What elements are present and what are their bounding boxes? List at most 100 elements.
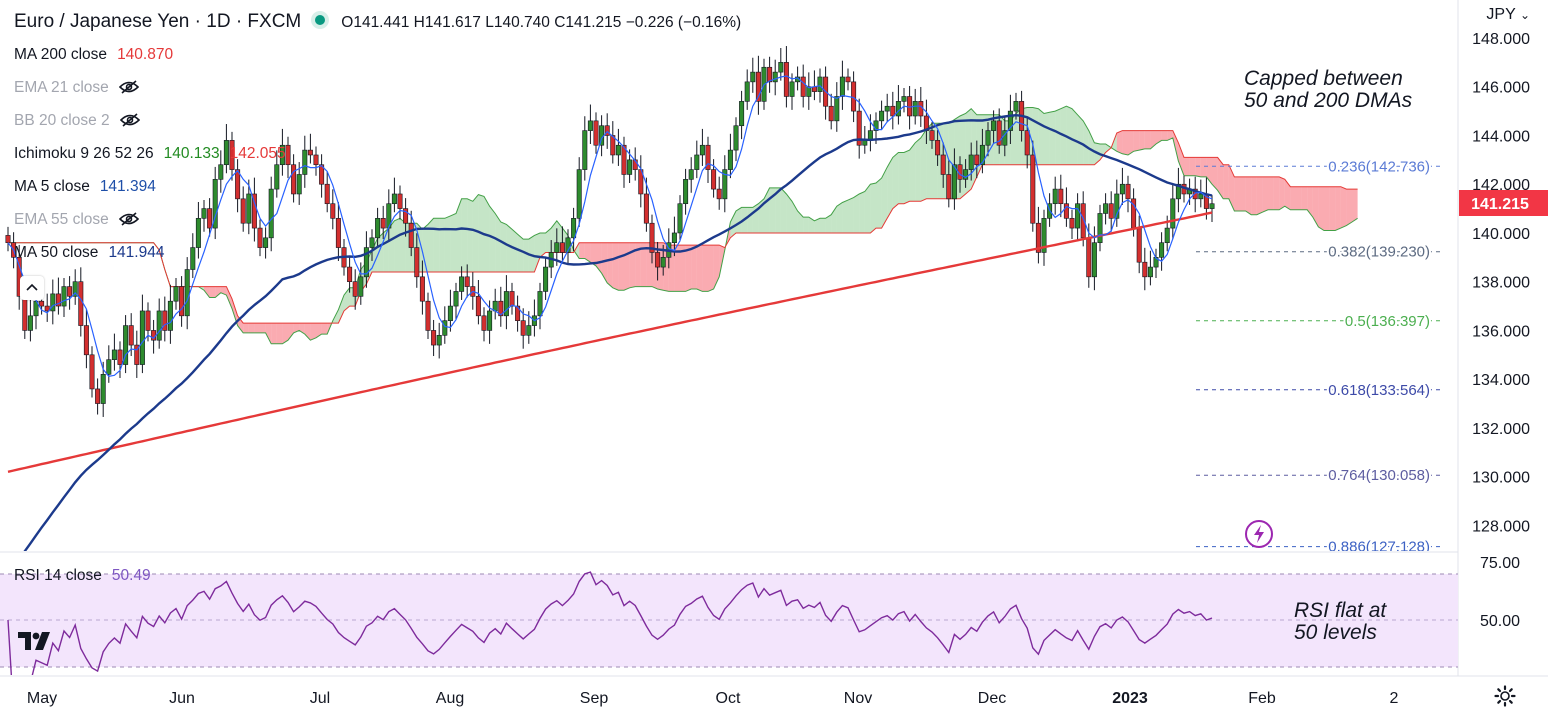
cloud-segment [1212,157,1218,191]
candle [375,207,381,247]
cloud-segment [461,198,468,272]
time-tick-label: Jul [310,690,330,707]
price-axis[interactable]: 128.000 130.000 132.000 134.000 136.000 138.0… [1472,31,1530,535]
lightning-icon[interactable] [1244,519,1274,549]
eye-hidden-icon[interactable] [118,80,139,94]
legend-ma5[interactable]: MA 5 close 141.394 [14,178,156,196]
candle [565,229,571,264]
legend-ma50[interactable]: MA 50 close 141.944 [14,244,164,262]
candle [95,378,101,415]
cloud-segment [870,183,876,233]
candle [100,361,106,417]
cloud-segment [607,242,613,288]
candle [223,124,229,174]
legend-ema55[interactable]: EMA 55 close [14,211,139,229]
candle [1108,191,1114,232]
cloud-segment [713,245,720,290]
cloud-segment [512,229,518,272]
annotation-line: Capped between [1244,67,1403,90]
legend-ma200[interactable]: MA 200 close 140.870 [14,46,173,64]
currency-selector[interactable]: JPY ⌄ [1486,6,1530,24]
legend-ichimoku[interactable]: Ichimoku 9 26 52 26 140.133 142.055 [14,145,286,163]
candle [83,309,89,369]
cloud-segment [260,323,266,333]
tradingview-logo-icon[interactable] [18,630,52,652]
candle [1075,193,1081,242]
chevron-down-icon: ⌄ [1519,8,1530,22]
cloud-segment [545,228,552,253]
time-tick-label: Feb [1248,690,1276,707]
fibonacci-retracement[interactable]: 0.236(142.736) 0.382(139.230) 0.5(136.397)… [1196,156,1440,555]
candle [767,56,773,93]
cloud-segment [1144,130,1151,149]
candle [699,128,705,166]
candle [123,315,129,374]
candle [1041,209,1047,266]
candle [621,136,627,188]
candle [201,200,207,232]
candle [464,264,470,298]
high-value: H141.617 [413,14,481,31]
cloud-segment [780,187,787,233]
candle [974,140,980,179]
time-tick-label: 2023 [1112,690,1148,707]
candle [1170,184,1176,240]
candle [1209,195,1215,222]
cloud-segment [1161,130,1168,141]
candle [1159,232,1165,271]
gear-icon[interactable] [1494,685,1516,707]
legend-bb20[interactable]: BB 20 close 2 [14,112,140,130]
candle [173,278,179,310]
cloud-segment [674,245,680,292]
fib-level-label: 0.618(133.564) [1328,382,1430,399]
legend-ema21[interactable]: EMA 21 close [14,79,139,97]
cloud-segment [495,213,501,272]
legend-label: RSI 14 close [14,567,102,584]
cloud-segment [456,198,462,272]
cloud-segment [528,235,535,272]
candle [851,71,857,123]
cloud-segment [881,167,888,229]
ohlc-values: O141.441 H141.617 L140.740 C141.215 −0.2… [341,14,741,31]
rsi-pane[interactable] [0,571,1458,712]
symbol-title[interactable]: Euro / Japanese Yen · 1D · FXCM [14,11,302,32]
legend-rsi[interactable]: RSI 14 close 50.49 [14,567,151,585]
candle [991,110,997,145]
candle [307,133,313,164]
candle [828,93,834,130]
rsi-tick-label: 50.00 [1480,613,1520,630]
candlestick-series [5,46,1215,417]
candle [246,179,252,235]
cloud-segment [293,323,300,333]
annotation-rsi[interactable]: RSI flat at 50 levels [1294,600,1386,644]
price-tick-label: 142.000 [1472,177,1530,194]
candle [559,226,565,261]
eye-hidden-icon[interactable] [118,212,139,226]
time-tick-label: 2 [1390,690,1399,707]
cloud-segment [876,178,882,229]
eye-hidden-icon[interactable] [119,113,140,127]
candle [212,166,218,240]
legend-label: EMA 21 close [14,79,109,96]
time-axis[interactable]: May Jun Jul Aug Sep Oct Nov Dec 2023 Feb 2 [27,690,1399,707]
candle [582,116,588,181]
annotation-capped[interactable]: Capped between 50 and 200 DMAs [1244,68,1412,112]
candle [1097,204,1103,252]
candle [279,128,285,176]
cloud-segment [1178,142,1184,176]
cloud-segment [1167,130,1173,141]
cloud-segment [467,198,473,272]
candle [610,121,616,164]
price-tick-label: 134.000 [1472,372,1530,389]
main-price-pane[interactable]: 0.236(142.736) 0.382(139.230) 0.5(136.397)… [5,46,1440,577]
cloud-segment [1139,130,1145,151]
candle [347,256,353,293]
candle [705,136,711,184]
collapse-legend-button[interactable] [20,276,44,300]
legend-value-2: 142.055 [229,145,286,162]
cloud-segment [1240,176,1246,212]
cloud-segment [506,224,512,272]
legend-label: Ichimoku 9 26 52 26 [14,145,154,162]
time-tick-label: Dec [978,690,1006,707]
